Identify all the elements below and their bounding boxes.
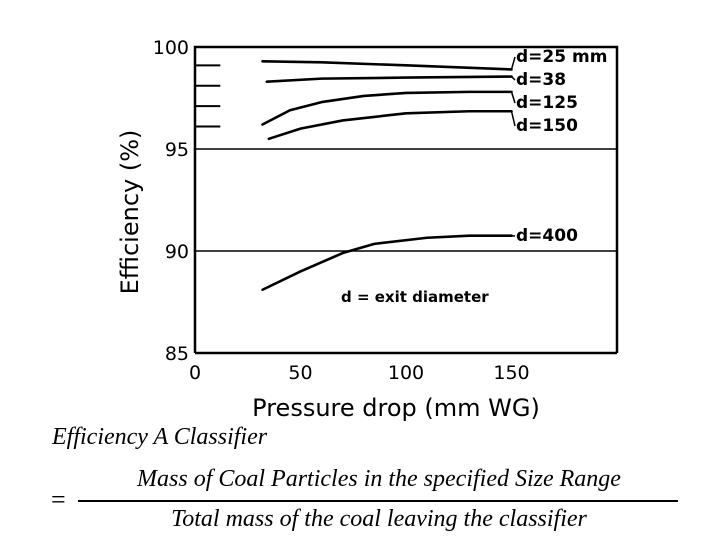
label-connector-d-150 (510, 111, 516, 127)
series-lines (261, 59, 513, 292)
x-axis-title: Pressure drop (mm WG) (252, 394, 540, 422)
series-line-d-400 (261, 234, 513, 292)
series-line-d-25-mm (261, 59, 513, 71)
x-tick-label-100: 100 (388, 362, 424, 384)
series-line-d-38 (265, 75, 513, 83)
left-stub-lines (195, 64, 221, 128)
x-tick-label-0: 0 (189, 362, 201, 384)
y-tick-label-100: 100 (153, 37, 189, 59)
y-tick-label-90: 90 (165, 241, 189, 263)
exit-diameter-annotation: d = exit diameter (341, 288, 489, 306)
y-axis-ticks: 85 90 95 100 (153, 37, 189, 365)
plot-area (193, 45, 619, 355)
y-tick-label-85: 85 (165, 343, 189, 365)
series-line-d-125 (261, 90, 513, 126)
label-connector-d-38 (510, 76, 516, 81)
series-line-d-150 (267, 109, 513, 141)
formula-title: Efficiency A Classifier (52, 424, 268, 450)
x-tick-label-50: 50 (288, 362, 312, 384)
formula-equals-sign: = (51, 485, 66, 514)
fraction-bar (78, 500, 678, 502)
y-axis-title: Efficiency (%) (116, 130, 144, 295)
series-label-d-125: d=125 (516, 93, 578, 113)
formula-denominator: Total mass of the coal leaving the class… (171, 506, 587, 532)
series-label-d-400: d=400 (516, 226, 578, 246)
label-connector-d-125 (510, 91, 516, 104)
series-label-d-25-mm: d=25 mm (516, 47, 607, 67)
plot-frame (193, 45, 619, 353)
gridlines (195, 148, 617, 252)
x-tick-label-150: 150 (493, 362, 529, 384)
formula-numerator: Mass of Coal Particles in the specified … (137, 466, 621, 492)
series-label-d-150: d=150 (516, 116, 578, 136)
y-tick-label-95: 95 (165, 139, 189, 161)
series-label-d-38: d=38 (516, 70, 566, 90)
label-connector-d-25-mm (510, 56, 516, 70)
x-axis-ticks: 0 50 100 150 (189, 362, 530, 384)
series-labels: d=25 mm d=38 d=125 d=150 d=400 (510, 47, 607, 246)
